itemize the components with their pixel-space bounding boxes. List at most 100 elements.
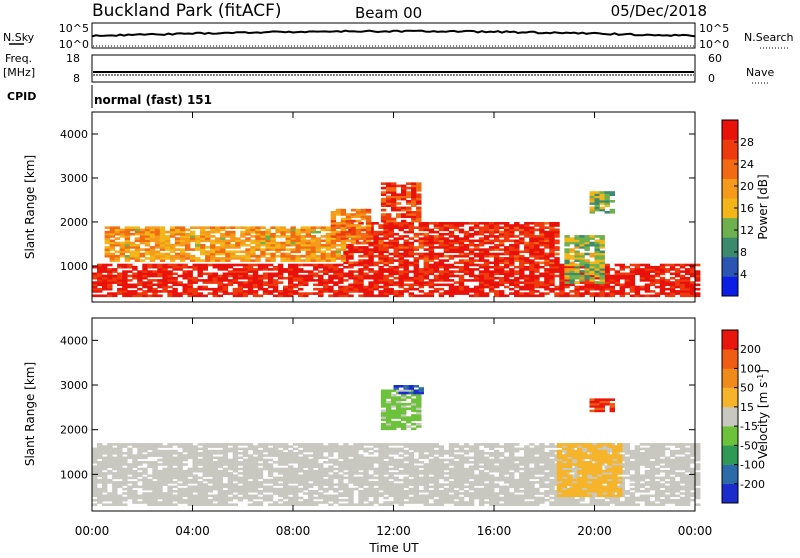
power-colorbar-swatch <box>722 159 738 179</box>
heatmap-cell <box>338 474 343 477</box>
heatmap-cell <box>381 191 386 194</box>
heatmap-cell <box>238 461 243 464</box>
heatmap-cell <box>283 495 288 498</box>
heatmap-cell <box>579 292 584 295</box>
heatmap-cell <box>298 474 303 477</box>
heatmap-cell <box>107 268 112 271</box>
heatmap-cell <box>509 224 514 227</box>
plot-title: Buckland Park (fitACF) <box>92 1 282 21</box>
heatmap-cell <box>122 443 127 446</box>
heatmap-cell <box>308 264 313 267</box>
heatmap-cell <box>258 490 263 493</box>
heatmap-cell <box>228 292 233 295</box>
heatmap-cell <box>419 477 424 480</box>
heatmap-cell <box>188 443 193 446</box>
heatmap-cell <box>273 273 278 276</box>
heatmap-cell <box>399 253 404 256</box>
heatmap-cell <box>469 501 474 504</box>
heatmap-cell <box>248 495 253 498</box>
heatmap-cell <box>117 273 122 276</box>
heatmap-cell <box>268 495 273 498</box>
heatmap-cell <box>504 448 509 451</box>
heatmap-cell <box>308 501 313 504</box>
heatmap-cell <box>177 264 182 267</box>
heatmap-cell <box>509 495 514 498</box>
heatmap-cell <box>459 259 464 262</box>
heatmap-cell <box>429 279 434 282</box>
heatmap-cell <box>610 268 615 271</box>
heatmap-cell <box>363 474 368 477</box>
heatmap-cell <box>615 264 620 267</box>
heatmap-cell <box>283 268 288 271</box>
heatmap-cell <box>389 481 394 484</box>
heatmap-cell <box>308 490 313 493</box>
power-colorbar-tick-label: 24 <box>740 158 754 171</box>
heatmap-cell <box>449 459 454 462</box>
heatmap-cell <box>373 295 378 298</box>
heatmap-cell <box>122 452 127 455</box>
heatmap-cell <box>193 448 198 451</box>
heatmap-cell <box>336 248 341 251</box>
heatmap-cell <box>107 454 112 457</box>
heatmap-cell <box>318 443 323 446</box>
heatmap-cell <box>268 268 273 271</box>
heatmap-cell <box>172 474 177 477</box>
heatmap-cell <box>454 450 459 453</box>
heatmap-cell <box>406 200 411 203</box>
heatmap-cell <box>102 472 107 475</box>
heatmap-cell <box>280 226 285 229</box>
heatmap-cell <box>336 209 341 212</box>
heatmap-cell <box>655 279 660 282</box>
heatmap-cell <box>660 264 665 267</box>
heatmap-cell <box>338 503 343 506</box>
heatmap-cell <box>218 264 223 267</box>
heatmap-cell <box>569 290 574 293</box>
heatmap-cell <box>167 461 172 464</box>
heatmap-cell <box>333 468 338 471</box>
heatmap-cell <box>157 495 162 498</box>
heatmap-cell <box>336 244 341 247</box>
heatmap-cell <box>695 264 700 267</box>
heatmap-cell <box>117 443 122 446</box>
heatmap-cell <box>152 264 157 267</box>
heatmap-cell <box>424 501 429 504</box>
heatmap-cell <box>459 488 464 491</box>
heatmap-cell <box>147 454 152 457</box>
heatmap-cell <box>193 264 198 267</box>
heatmap-cell <box>223 264 228 267</box>
heatmap-cell <box>328 481 333 484</box>
heatmap-cell <box>343 503 348 506</box>
power-colorbar-tick-label: 4 <box>740 268 747 281</box>
heatmap-cell <box>298 488 303 491</box>
heatmap-cell <box>429 468 434 471</box>
heatmap-cell <box>574 235 579 238</box>
heatmap-cell <box>215 257 220 260</box>
heatmap-cell <box>419 481 424 484</box>
heatmap-cell <box>414 488 419 491</box>
heatmap-cell <box>137 472 142 475</box>
heatmap-cell <box>92 488 97 491</box>
heatmap-cell <box>203 295 208 298</box>
heatmap-cell <box>328 286 333 289</box>
heatmap-cell <box>243 495 248 498</box>
heatmap-cell <box>514 443 519 446</box>
heatmap-cell <box>336 231 341 234</box>
heatmap-cell <box>529 443 534 446</box>
heatmap-cell <box>474 222 479 225</box>
heatmap-cell <box>381 198 386 201</box>
heatmap-cell <box>188 454 193 457</box>
heatmap-cell <box>243 290 248 293</box>
heatmap-cell <box>484 474 489 477</box>
heatmap-cell <box>308 495 313 498</box>
heatmap-cell <box>177 495 182 498</box>
heatmap-cell <box>112 461 117 464</box>
heatmap-cell <box>162 495 167 498</box>
heatmap-cell <box>208 468 213 471</box>
velocity-heatmap <box>92 385 700 506</box>
heatmap-cell <box>208 481 213 484</box>
heatmap-cell <box>298 457 303 460</box>
heatmap-cell <box>378 290 383 293</box>
heatmap-cell <box>132 284 137 287</box>
heatmap-cell <box>383 454 388 457</box>
heatmap-cell <box>208 461 213 464</box>
